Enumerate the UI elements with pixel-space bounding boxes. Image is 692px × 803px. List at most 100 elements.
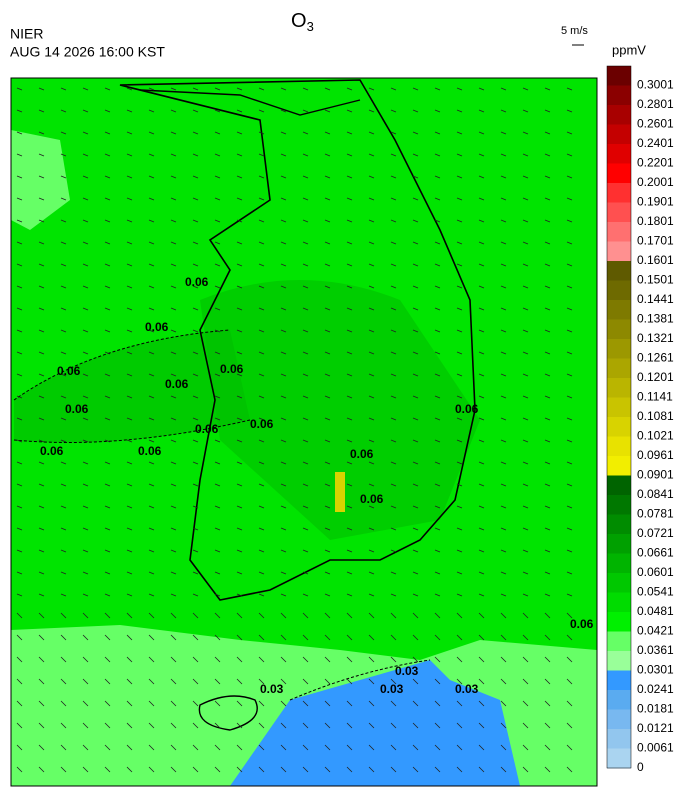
wind-arrow	[214, 612, 221, 619]
wind-arrow	[258, 241, 265, 245]
colorbar-cell	[607, 456, 631, 476]
wind-arrow	[126, 483, 133, 487]
wind-arrow	[434, 131, 441, 135]
wind-arrow	[38, 109, 45, 113]
wind-arrow	[522, 527, 529, 531]
wind-arrow	[82, 109, 89, 113]
wind-arrow	[324, 395, 331, 399]
colorbar-label: 0.3001	[637, 78, 674, 92]
wind-arrow	[302, 571, 309, 575]
wind-arrow	[544, 612, 551, 619]
wind-arrow	[522, 483, 529, 487]
contour-label: 0.06	[195, 422, 219, 436]
wind-arrow	[346, 285, 353, 289]
island	[198, 695, 258, 731]
wind-arrow	[500, 219, 507, 223]
wind-arrow	[214, 109, 221, 113]
colorbar-label: 0	[637, 760, 644, 774]
wind-arrow	[258, 612, 265, 619]
wind-arrow	[324, 87, 331, 91]
wind-arrow	[82, 395, 89, 399]
wind-arrow	[60, 505, 67, 509]
wind-arrow	[346, 505, 353, 509]
wind-arrow	[16, 175, 23, 179]
wind-arrow	[104, 395, 111, 399]
wind-arrow	[192, 285, 199, 289]
wind-arrow	[368, 417, 375, 421]
wind-arrow	[192, 131, 199, 135]
wind-arrow	[456, 461, 463, 465]
contour-label: 0.06	[250, 417, 274, 431]
wind-arrow	[478, 549, 485, 553]
wind-arrow	[104, 175, 111, 179]
wind-arrow	[456, 175, 463, 179]
wind-arrow	[192, 395, 199, 399]
wind-arrow	[544, 329, 551, 333]
colorbar-cell	[607, 651, 631, 671]
wind-arrow	[214, 395, 221, 399]
wind-arrow	[434, 351, 441, 355]
wind-arrow	[456, 505, 463, 509]
wind-arrow	[82, 593, 89, 597]
wind-arrow	[544, 241, 551, 245]
wind-arrow	[412, 109, 419, 113]
wind-arrow	[126, 700, 133, 707]
wind-arrow	[280, 678, 287, 685]
wind-arrow	[346, 483, 353, 487]
wind-arrow	[302, 527, 309, 531]
wind-arrow	[544, 417, 551, 421]
wind-arrow	[346, 87, 353, 91]
wind-arrow	[456, 527, 463, 531]
wind-arrow	[148, 417, 155, 421]
wind-arrow	[500, 285, 507, 289]
wind-arrow	[566, 549, 573, 553]
wind-arrow	[566, 439, 573, 443]
wind-arrow	[346, 700, 353, 707]
wind-arrow	[368, 263, 375, 267]
wind-arrow	[280, 175, 287, 179]
wind-arrow	[522, 197, 529, 201]
wind-arrow	[192, 527, 199, 531]
wind-arrow	[82, 549, 89, 553]
wind-arrow	[148, 175, 155, 179]
wind-arrow	[280, 722, 287, 729]
wind-arrow	[456, 373, 463, 377]
wind-arrow	[390, 461, 397, 465]
wind-arrow	[82, 700, 89, 707]
wind-arrow	[390, 527, 397, 531]
wind-arrow	[324, 549, 331, 553]
wind-arrow	[566, 219, 573, 223]
high-spot	[335, 472, 345, 512]
wind-arrow	[500, 109, 507, 113]
wind-arrow	[500, 483, 507, 487]
wind-arrow	[456, 87, 463, 91]
wind-arrow	[522, 766, 529, 773]
wind-arrow	[126, 593, 133, 597]
colorbar-label: 0.1081	[637, 409, 674, 423]
wind-arrow	[60, 219, 67, 223]
wind-arrow	[104, 219, 111, 223]
wind-arrow	[258, 527, 265, 531]
wind-arrow	[368, 571, 375, 575]
wind-arrow	[500, 527, 507, 531]
colorbar-cell	[607, 163, 631, 184]
wind-arrow	[148, 549, 155, 553]
wind-arrow	[522, 153, 529, 157]
colorbar: 0.3001 0.2801 0.2601 0.2401 0.2201 0.2001 0.19…	[606, 65, 674, 774]
wind-arrow	[390, 263, 397, 267]
wind-arrow	[258, 505, 265, 509]
wind-arrow	[192, 593, 199, 597]
wind-arrow	[346, 175, 353, 179]
wind-arrow	[258, 700, 265, 707]
colorbar-label: 0.1501	[637, 273, 674, 287]
wind-arrow	[16, 439, 23, 443]
wind-arrow	[170, 241, 177, 245]
wind-arrow	[478, 505, 485, 509]
wind-arrow	[104, 329, 111, 333]
wind-arrow	[346, 219, 353, 223]
wind-arrow	[192, 307, 199, 311]
wind-arrow	[236, 678, 243, 685]
wind-arrow	[258, 417, 265, 421]
wind-arrow	[324, 634, 331, 641]
wind-arrow	[126, 307, 133, 311]
